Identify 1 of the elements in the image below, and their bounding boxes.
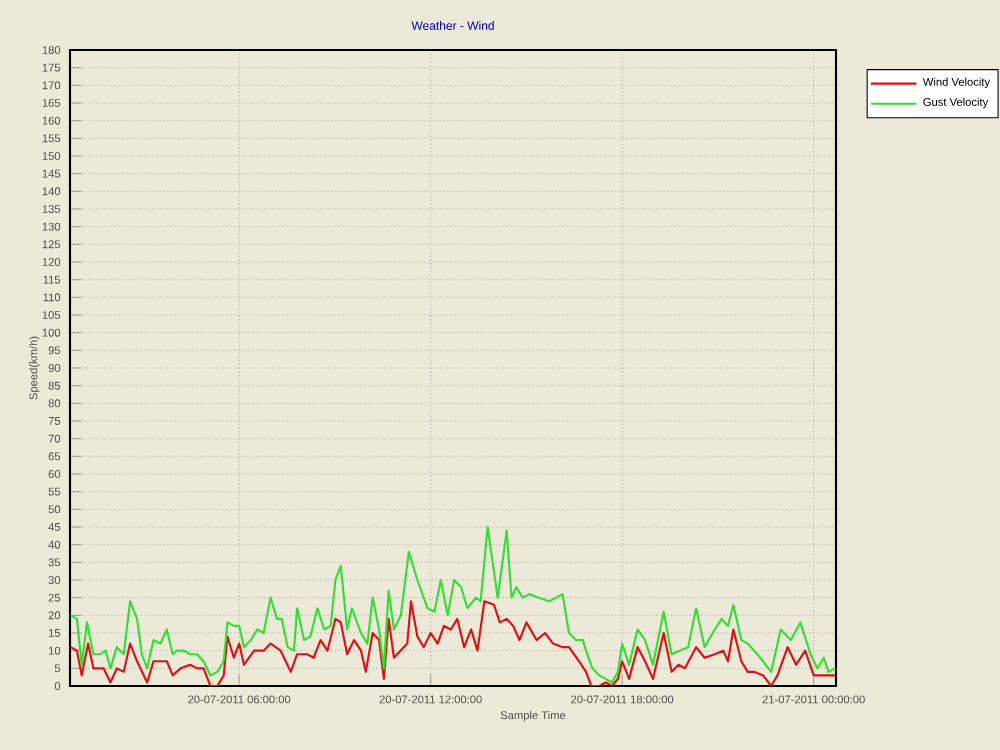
line-series bbox=[70, 525, 837, 684]
